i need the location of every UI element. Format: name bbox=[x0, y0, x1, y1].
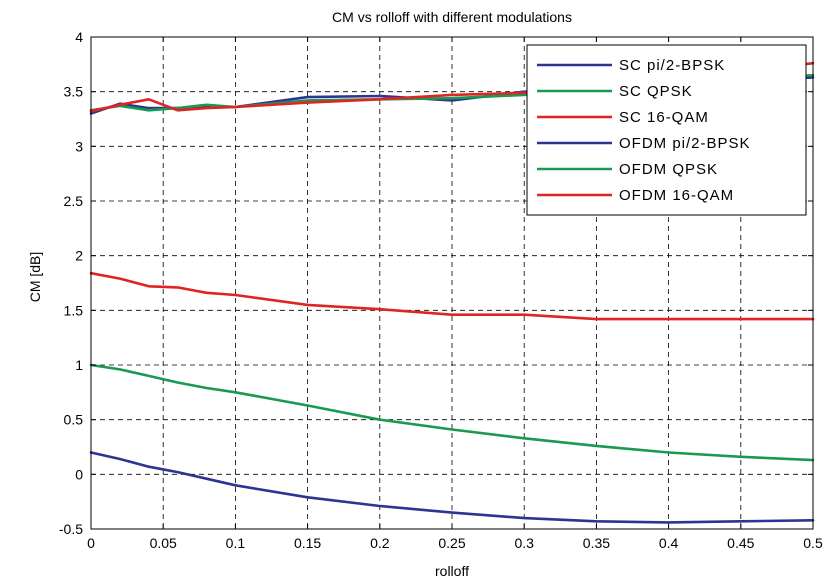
x-tick-label: 0.4 bbox=[659, 535, 679, 551]
legend-label: SC QPSK bbox=[619, 83, 693, 100]
y-tick-label: 0 bbox=[75, 466, 83, 482]
x-tick-label: 0 bbox=[87, 535, 95, 551]
x-tick-label: 0.05 bbox=[150, 535, 177, 551]
grid bbox=[91, 37, 813, 529]
y-tick-label: 4 bbox=[75, 29, 83, 45]
x-tick-label: 0.2 bbox=[370, 535, 390, 551]
y-tick-label: -0.5 bbox=[59, 521, 83, 537]
legend-label: SC 16-QAM bbox=[619, 109, 709, 126]
legend-label: SC pi/2-BPSK bbox=[619, 57, 725, 74]
x-tick-label: 0.3 bbox=[514, 535, 534, 551]
axes: 0 0.05 0.1 0.15 0.2 0.25 0.3 0.35 0.4 0.45 0.5 -0.5… bbox=[59, 29, 823, 551]
y-tick-label: 2.5 bbox=[64, 193, 84, 209]
y-axis-label: CM [dB] bbox=[27, 252, 43, 303]
x-tick-label: 0.35 bbox=[583, 535, 610, 551]
legend-label: OFDM pi/2-BPSK bbox=[619, 135, 751, 152]
x-axis-label: rolloff bbox=[435, 563, 469, 579]
x-tick-label: 0.15 bbox=[294, 535, 321, 551]
series-line bbox=[89, 363, 815, 462]
y-tick-label: 1.5 bbox=[64, 302, 84, 318]
series-line bbox=[89, 271, 815, 321]
chart-title: CM vs rolloff with different modulations bbox=[332, 9, 572, 25]
y-tick-label: 3.5 bbox=[64, 84, 84, 100]
x-tick-label: 0.5 bbox=[803, 535, 823, 551]
x-tick-label: 0.45 bbox=[727, 535, 754, 551]
legend-label: OFDM QPSK bbox=[619, 161, 718, 178]
y-tick-label: 3 bbox=[75, 138, 83, 154]
legend-box bbox=[526, 44, 807, 216]
x-tick-label: 0.25 bbox=[438, 535, 465, 551]
x-tick-label: 0.1 bbox=[226, 535, 246, 551]
legend: SC pi/2-BPSK SC QPSK SC 16-QAM OFDM pi/2-BP… bbox=[526, 44, 807, 216]
series-line bbox=[89, 451, 815, 524]
y-tick-label: 2 bbox=[75, 248, 83, 264]
y-tick-label: 0.5 bbox=[64, 412, 84, 428]
legend-label: OFDM 16-QAM bbox=[619, 187, 734, 204]
y-tick-label: 1 bbox=[75, 357, 83, 373]
